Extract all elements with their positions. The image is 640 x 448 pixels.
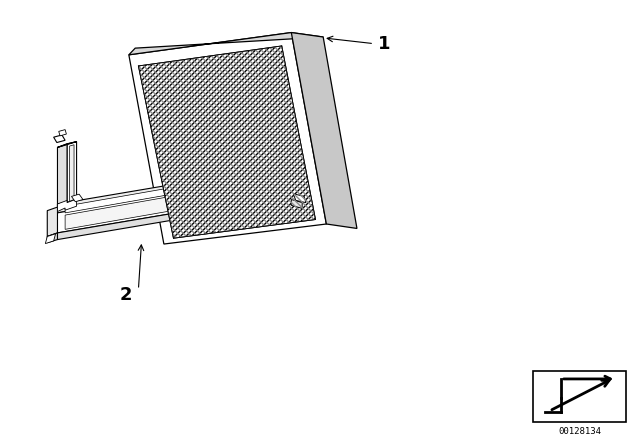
Polygon shape	[129, 33, 326, 244]
Polygon shape	[47, 207, 58, 237]
Polygon shape	[70, 145, 74, 201]
Polygon shape	[58, 199, 77, 211]
Polygon shape	[138, 46, 316, 238]
Text: 1: 1	[378, 34, 390, 53]
Polygon shape	[58, 193, 294, 240]
Polygon shape	[58, 164, 294, 213]
Polygon shape	[45, 234, 56, 244]
Polygon shape	[58, 144, 67, 206]
Polygon shape	[294, 164, 304, 202]
Polygon shape	[129, 33, 323, 55]
Polygon shape	[291, 199, 302, 208]
Polygon shape	[58, 142, 77, 147]
Polygon shape	[47, 233, 58, 243]
Polygon shape	[54, 135, 65, 142]
Polygon shape	[65, 168, 287, 213]
Polygon shape	[72, 194, 83, 202]
Bar	[534, 371, 626, 422]
Polygon shape	[58, 173, 294, 233]
Text: 00128134: 00128134	[558, 427, 601, 436]
Polygon shape	[291, 33, 357, 228]
Polygon shape	[59, 129, 67, 136]
Text: 2: 2	[120, 286, 132, 304]
Polygon shape	[294, 164, 304, 173]
Polygon shape	[293, 194, 306, 202]
Polygon shape	[67, 142, 77, 202]
Polygon shape	[65, 176, 287, 229]
